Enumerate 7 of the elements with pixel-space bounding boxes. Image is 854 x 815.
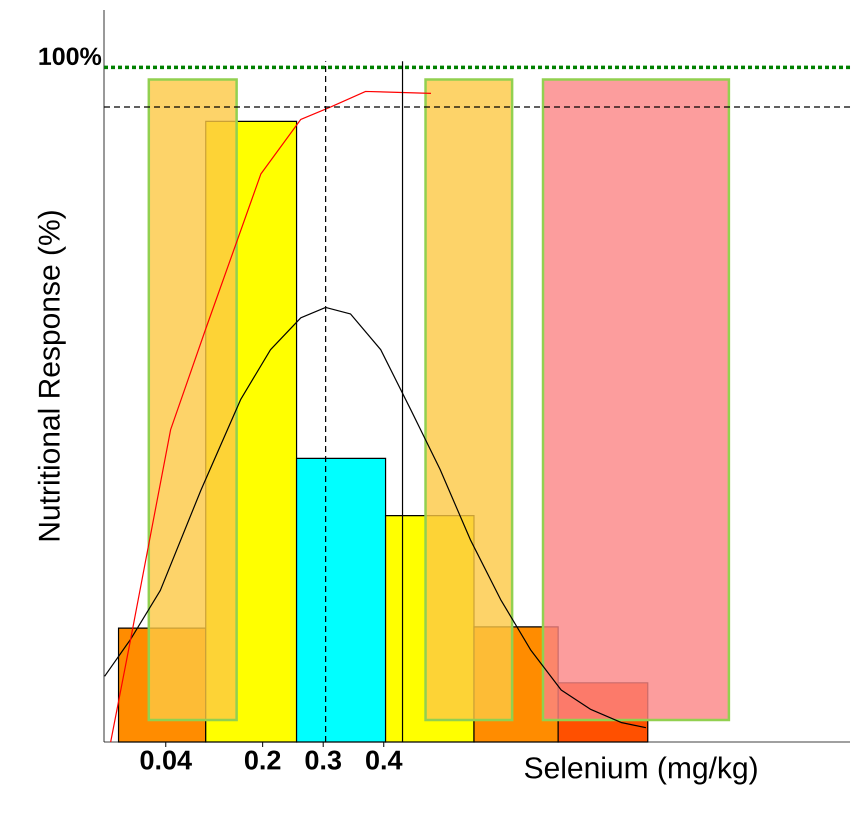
x-axis-title: Selenium (mg/kg)	[524, 756, 757, 784]
text: 100%	[39, 47, 102, 66]
x-tick-label: 0.4	[366, 750, 402, 770]
y-axis-title: Nutritional Response (%)	[38, 211, 66, 540]
x-tick-label: 0.2	[244, 750, 280, 770]
x-tick-label: 0.04	[140, 750, 192, 770]
x-tick-label: 0.3	[306, 750, 341, 770]
